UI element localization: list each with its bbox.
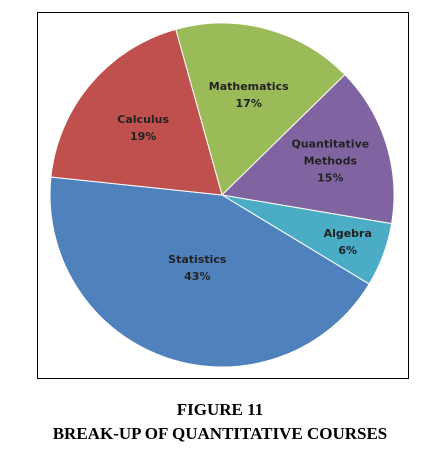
category-label: Algebra [323,226,372,240]
chart [49,22,395,368]
value-label: 17% [235,97,262,111]
category-label: Statistics [168,253,227,267]
pie-slice [175,22,346,196]
figure-subtitle: BREAK-UP OF QUANTITATIVE COURSES [52,424,388,443]
pie-slice [220,73,395,225]
pie-slice [49,176,370,368]
value-label: 15% [317,171,344,185]
value-label: 19% [130,130,157,144]
value-label: 43% [184,270,211,284]
slice-label: Algebra 6% [324,225,372,259]
slice-label: Quantitative Methods 15% [290,136,370,187]
slice-label: Statistics 43% [168,251,226,285]
category-label: Mathematics [208,80,289,94]
slice-label: Mathematics 17% [209,78,289,112]
category-label: Calculus [117,113,170,127]
figure-title: FIGURE 11 [176,400,264,419]
value-label: 6% [338,243,358,257]
chart-frame [37,12,409,379]
slice-label: Calculus 19% [117,111,169,145]
pie-slice [50,28,223,196]
category-label: Quantitative Methods [291,137,370,168]
